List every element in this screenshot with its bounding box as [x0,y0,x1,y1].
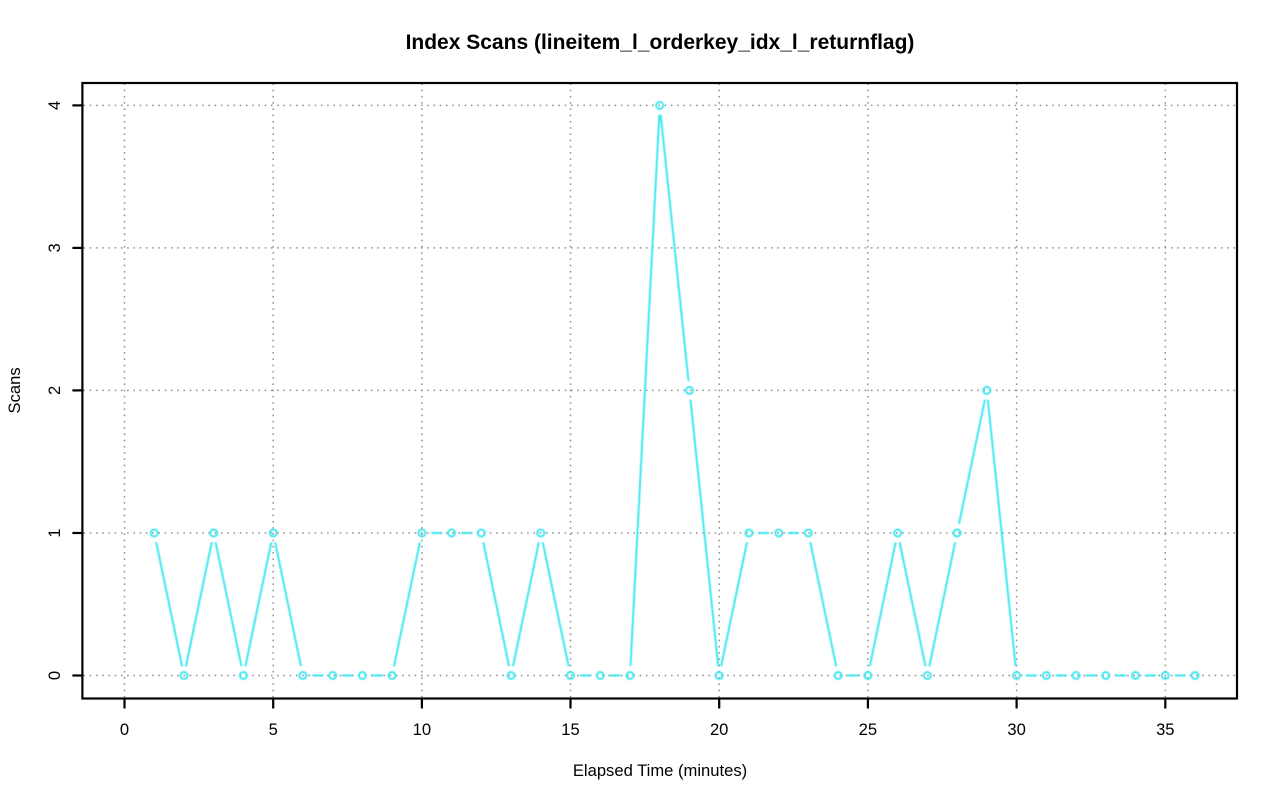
svg-text:Index Scans (lineitem_l_orderk: Index Scans (lineitem_l_orderkey_idx_l_r… [406,31,915,54]
svg-text:0: 0 [120,720,129,739]
svg-text:4: 4 [45,101,64,110]
svg-text:30: 30 [1007,720,1025,739]
svg-text:Elapsed Time (minutes): Elapsed Time (minutes) [573,761,747,780]
svg-text:20: 20 [710,720,728,739]
svg-text:0: 0 [45,671,64,680]
svg-text:1: 1 [45,528,64,537]
svg-text:15: 15 [561,720,579,739]
svg-text:25: 25 [859,720,877,739]
svg-text:3: 3 [45,243,64,252]
svg-text:10: 10 [413,720,431,739]
svg-text:2: 2 [45,386,64,395]
svg-text:Scans: Scans [5,367,24,413]
svg-text:5: 5 [269,720,278,739]
svg-text:35: 35 [1156,720,1174,739]
